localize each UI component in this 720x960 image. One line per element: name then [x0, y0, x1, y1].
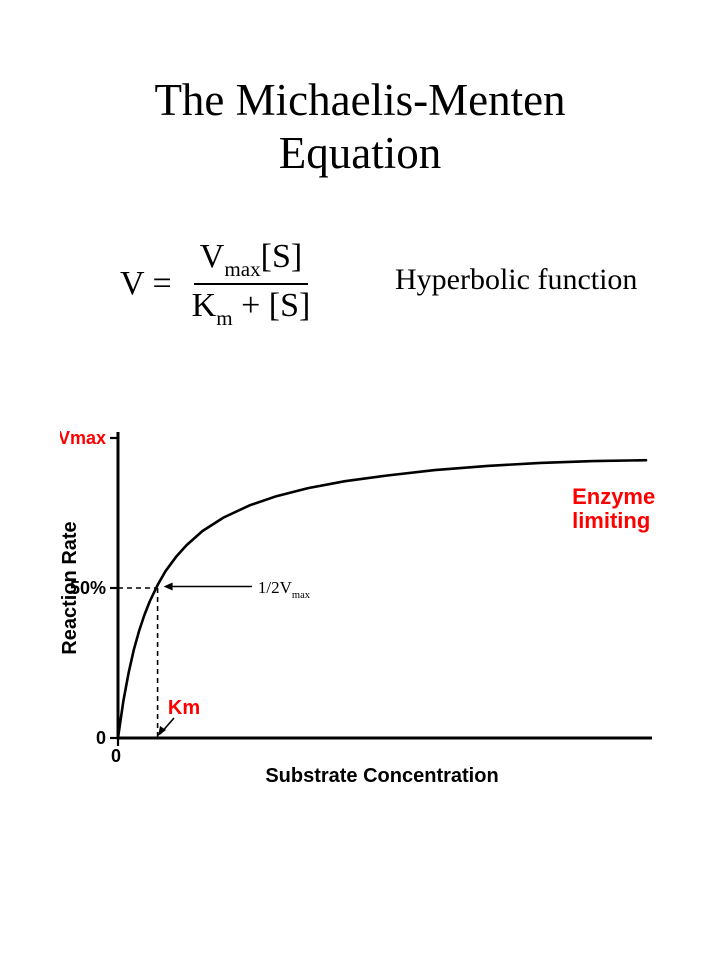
x-tick-label: 0 — [111, 746, 121, 766]
y-axis-title: Reaction Rate — [60, 521, 81, 654]
km-label: Km — [168, 697, 200, 719]
michaelis-menten-equation: V = Vmax[S] Km + [S] — [120, 238, 316, 330]
title-line-1: The Michaelis-Menten — [154, 75, 565, 125]
slide-title: The Michaelis-Menten Equation — [0, 74, 720, 180]
half-vmax-annotation: 1/2Vmax — [258, 578, 310, 600]
enzyme-limiting-label: limiting — [572, 508, 650, 533]
michaelis-menten-chart: 050%Vmax0Substrate ConcentrationReaction… — [60, 418, 680, 798]
enzyme-limiting-label: Enzyme — [572, 484, 655, 509]
equation-denominator: Km + [S] — [186, 285, 317, 330]
hyperbolic-function-label: Hyperbolic function — [395, 263, 637, 297]
equation-numerator: Vmax[S] — [194, 238, 308, 285]
x-axis-title: Substrate Concentration — [265, 765, 498, 787]
equation-lhs: V = — [120, 265, 172, 303]
title-line-2: Equation — [279, 128, 441, 178]
equation-fraction: Vmax[S] Km + [S] — [186, 238, 317, 330]
y-tick-label: Vmax — [60, 428, 106, 448]
y-tick-label: 0 — [96, 728, 106, 748]
